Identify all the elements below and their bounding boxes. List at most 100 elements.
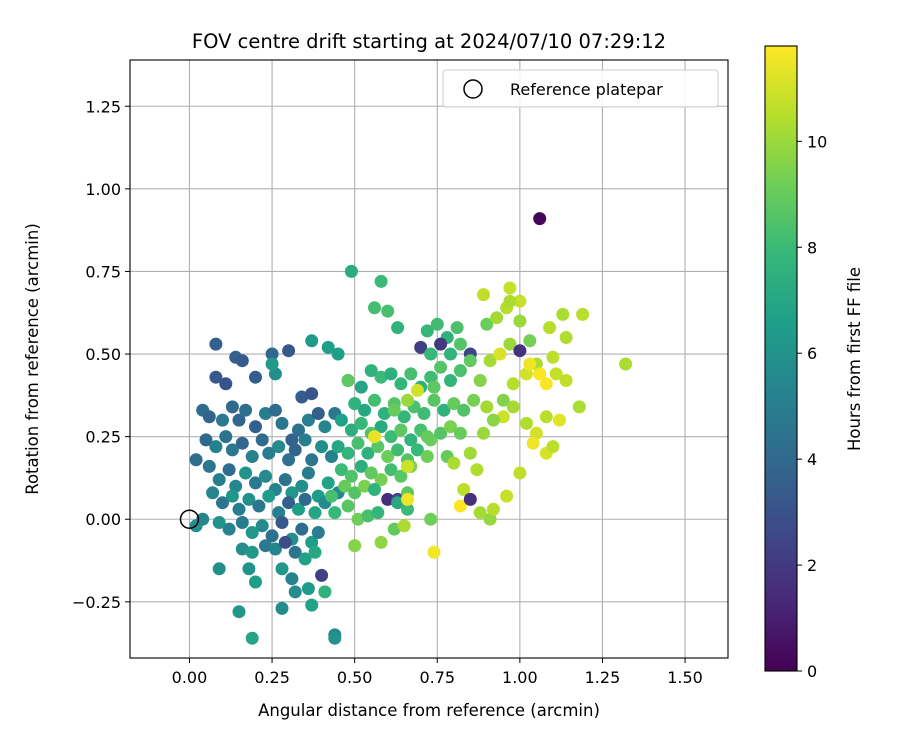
y-tick-label: −0.25 — [72, 593, 121, 612]
data-point — [453, 426, 467, 440]
data-point — [245, 631, 259, 645]
data-point — [292, 502, 305, 516]
data-point — [401, 502, 414, 516]
colorbar-ticks: 0 2 4 6 8 10 — [797, 132, 827, 681]
data-point — [483, 354, 497, 368]
data-point — [477, 426, 490, 440]
data-point — [368, 393, 381, 407]
x-tick-label: 0.75 — [419, 668, 455, 687]
data-point — [387, 403, 401, 417]
data-point — [354, 380, 368, 394]
data-point — [255, 519, 269, 533]
x-axis-label: Angular distance from reference (arcmin) — [258, 701, 600, 720]
data-point — [222, 522, 236, 536]
data-point — [401, 393, 414, 407]
data-point — [288, 443, 302, 457]
data-point — [457, 403, 471, 417]
data-point — [348, 486, 362, 500]
data-point — [401, 492, 414, 506]
data-point — [298, 552, 312, 566]
data-point — [496, 410, 510, 424]
y-tick-label: 0.75 — [85, 262, 121, 281]
data-point — [354, 459, 368, 473]
data-point — [295, 522, 309, 536]
data-point — [222, 463, 236, 477]
data-point — [268, 403, 282, 417]
data-point — [199, 433, 213, 447]
data-point — [239, 466, 253, 480]
data-point — [259, 407, 272, 420]
data-point — [368, 301, 381, 315]
colorbar-tick-label: 8 — [807, 238, 817, 257]
data-point — [206, 486, 220, 500]
data-point — [486, 502, 500, 516]
data-point — [397, 519, 411, 533]
data-point — [288, 545, 302, 559]
data-point — [232, 502, 246, 516]
data-point — [295, 479, 309, 493]
data-point — [486, 413, 500, 427]
legend: Reference platepar — [442, 69, 719, 108]
data-point — [301, 413, 315, 427]
data-point — [417, 407, 431, 420]
data-point — [473, 506, 487, 520]
data-point — [384, 463, 398, 477]
data-point — [520, 416, 533, 430]
data-point — [308, 545, 322, 559]
data-point — [275, 562, 289, 576]
data-point — [212, 562, 226, 576]
data-point — [282, 453, 296, 467]
data-point — [265, 347, 279, 361]
data-point — [467, 393, 481, 407]
data-point — [394, 377, 408, 391]
data-point — [546, 350, 560, 364]
data-point — [463, 492, 477, 506]
data-point — [321, 476, 335, 490]
reference-platepar-marker — [179, 509, 200, 529]
data-point — [225, 400, 239, 414]
data-point — [245, 545, 259, 559]
data-point — [298, 433, 312, 447]
data-point — [328, 506, 342, 520]
data-point — [216, 496, 229, 510]
data-point — [212, 516, 226, 529]
data-points — [189, 212, 633, 645]
data-point — [553, 413, 566, 427]
data-point — [387, 522, 401, 536]
data-point — [414, 340, 428, 354]
data-point — [255, 433, 269, 447]
data-point — [301, 582, 315, 596]
data-point — [358, 479, 372, 493]
data-point — [272, 506, 286, 520]
data-point — [473, 374, 487, 387]
data-point — [434, 337, 448, 351]
data-point — [331, 347, 345, 361]
data-point — [397, 410, 411, 424]
data-point — [354, 416, 368, 430]
data-point — [500, 489, 514, 503]
data-point — [364, 466, 378, 480]
data-point — [374, 535, 388, 549]
data-point — [305, 535, 319, 549]
data-point — [434, 360, 448, 374]
data-point — [235, 354, 249, 368]
data-point — [447, 456, 461, 470]
data-point — [381, 450, 395, 463]
data-point — [503, 337, 517, 351]
data-point — [410, 443, 424, 457]
data-point — [364, 364, 378, 378]
colorbar-label: Hours from first FF file — [845, 267, 864, 451]
data-point — [381, 304, 395, 318]
data-point — [209, 370, 223, 384]
data-point — [384, 430, 398, 444]
data-point — [325, 450, 338, 463]
data-point — [249, 476, 262, 490]
data-point — [427, 393, 441, 407]
data-point — [391, 321, 405, 335]
data-point — [529, 426, 543, 440]
data-point — [576, 307, 590, 321]
data-point — [341, 446, 355, 460]
y-tick-label: 1.25 — [85, 97, 121, 116]
data-point — [318, 420, 332, 434]
data-point — [384, 367, 398, 381]
